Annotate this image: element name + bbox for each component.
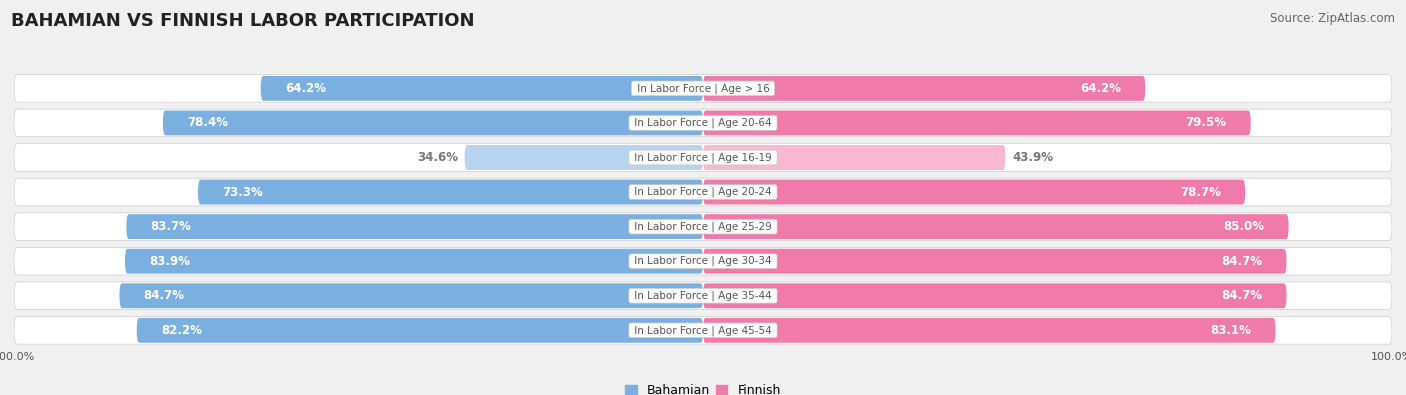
Text: In Labor Force | Age 30-34: In Labor Force | Age 30-34 [631, 256, 775, 267]
FancyBboxPatch shape [14, 213, 1392, 241]
FancyBboxPatch shape [14, 144, 1392, 171]
FancyBboxPatch shape [703, 214, 1289, 239]
FancyBboxPatch shape [163, 111, 703, 135]
FancyBboxPatch shape [14, 316, 1392, 344]
Text: 43.9%: 43.9% [1012, 151, 1053, 164]
FancyBboxPatch shape [14, 282, 1392, 310]
Text: 78.7%: 78.7% [1180, 186, 1220, 199]
FancyBboxPatch shape [14, 247, 1392, 275]
FancyBboxPatch shape [703, 76, 1146, 101]
FancyBboxPatch shape [464, 145, 703, 170]
FancyBboxPatch shape [703, 111, 1251, 135]
Text: 79.5%: 79.5% [1185, 117, 1226, 130]
Text: 83.1%: 83.1% [1211, 324, 1251, 337]
FancyBboxPatch shape [136, 318, 703, 343]
Text: BAHAMIAN VS FINNISH LABOR PARTICIPATION: BAHAMIAN VS FINNISH LABOR PARTICIPATION [11, 12, 475, 30]
Text: In Labor Force | Age 25-29: In Labor Force | Age 25-29 [631, 221, 775, 232]
Text: 84.7%: 84.7% [143, 289, 184, 302]
FancyBboxPatch shape [14, 75, 1392, 102]
Text: Source: ZipAtlas.com: Source: ZipAtlas.com [1270, 12, 1395, 25]
Text: 84.7%: 84.7% [1222, 289, 1263, 302]
Text: In Labor Force | Age 35-44: In Labor Force | Age 35-44 [631, 290, 775, 301]
Text: 78.4%: 78.4% [187, 117, 228, 130]
FancyBboxPatch shape [703, 318, 1275, 343]
FancyBboxPatch shape [703, 145, 1005, 170]
Text: 84.7%: 84.7% [1222, 255, 1263, 268]
Text: 73.3%: 73.3% [222, 186, 263, 199]
FancyBboxPatch shape [703, 283, 1286, 308]
Text: 34.6%: 34.6% [416, 151, 458, 164]
FancyBboxPatch shape [703, 249, 1286, 274]
Text: 64.2%: 64.2% [1080, 82, 1121, 95]
Text: In Labor Force | Age 20-24: In Labor Force | Age 20-24 [631, 187, 775, 198]
Text: 83.7%: 83.7% [150, 220, 191, 233]
FancyBboxPatch shape [14, 178, 1392, 206]
Legend: Bahamian, Finnish: Bahamian, Finnish [620, 379, 786, 395]
Text: In Labor Force | Age 16-19: In Labor Force | Age 16-19 [631, 152, 775, 163]
FancyBboxPatch shape [703, 180, 1246, 205]
Text: 85.0%: 85.0% [1223, 220, 1264, 233]
FancyBboxPatch shape [14, 109, 1392, 137]
Text: In Labor Force | Age > 16: In Labor Force | Age > 16 [634, 83, 772, 94]
Text: 82.2%: 82.2% [160, 324, 201, 337]
FancyBboxPatch shape [260, 76, 703, 101]
FancyBboxPatch shape [125, 249, 703, 274]
FancyBboxPatch shape [120, 283, 703, 308]
FancyBboxPatch shape [127, 214, 703, 239]
Text: 64.2%: 64.2% [285, 82, 326, 95]
Text: In Labor Force | Age 45-54: In Labor Force | Age 45-54 [631, 325, 775, 336]
FancyBboxPatch shape [198, 180, 703, 205]
Text: In Labor Force | Age 20-64: In Labor Force | Age 20-64 [631, 118, 775, 128]
Text: 83.9%: 83.9% [149, 255, 190, 268]
